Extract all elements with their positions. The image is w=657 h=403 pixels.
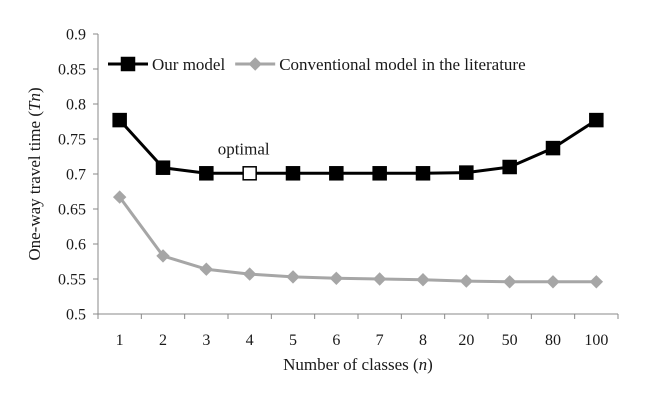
data-point [502,275,517,289]
x-axis-title: Number of classes (n) [283,355,433,374]
data-point [589,112,604,128]
data-point [242,267,257,281]
y-tick-label: 0.75 [58,132,86,149]
y-axis-title-prefix: One-way travel time ( [25,111,44,261]
y-axis-title-suffix: ) [25,87,44,93]
data-point [372,166,387,181]
y-axis-title-variable: Tn [25,93,44,111]
data-point [156,249,170,263]
y-axis: 0.5 0.55 0.6 0.65 0.7 0.75 0.8 0.85 0.9 [58,27,99,324]
x-axis-title-suffix: ) [427,355,433,374]
data-point [199,262,214,276]
y-tick-label: 0.65 [58,202,86,219]
data-point [329,166,344,181]
data-point [112,190,127,204]
data-point [459,274,474,288]
y-tick-label: 0.7 [66,167,86,184]
x-tick-label: 20 [458,332,474,349]
series-line [118,196,597,284]
y-axis-title: One-way travel time (Tn) [25,87,44,260]
data-point [502,159,517,175]
x-tick-label: 80 [545,332,561,349]
legend-label: Conventional model in the literature [279,55,525,74]
legend-marker [248,57,262,71]
y-tick-label: 0.9 [66,27,86,44]
x-axis: 1 2 3 4 5 6 7 8 20 50 80 100 [97,313,619,349]
data-point [199,166,214,181]
series-line [118,118,598,175]
x-tick-label: 7 [376,332,384,349]
legend-item: Our model [108,55,225,74]
data-point [329,271,344,286]
data-point [589,275,604,289]
data-point [459,165,474,180]
legend-item: Conventional model in the literature [235,55,526,74]
y-tick-label: 0.5 [66,307,86,324]
data-point [285,166,301,181]
x-axis-title-variable: n [419,355,428,374]
data-point [415,166,431,181]
data-point [112,112,127,128]
data-point [416,272,430,287]
y-tick-label: 0.85 [58,62,86,79]
x-tick-label: 2 [159,332,167,349]
data-point [155,160,171,175]
series-our-model [112,112,604,181]
x-tick-label: 4 [246,332,254,349]
x-tick-label: 100 [584,332,608,349]
legend-label: Our model [152,55,225,74]
x-tick-label: 3 [202,332,210,349]
data-point [286,270,300,284]
x-tick-label: 6 [332,332,340,349]
legend: Our model Conventional model in the liter… [108,55,526,74]
data-point [372,272,387,286]
data-point [545,140,561,156]
x-tick-label: 50 [502,332,518,349]
x-tick-label: 1 [116,332,124,349]
optimal-point-marker [242,166,257,181]
legend-marker [120,56,136,72]
series-layer [112,112,604,289]
y-tick-label: 0.55 [58,272,86,289]
x-tick-label: 5 [289,332,297,349]
x-tick-label: 8 [419,332,427,349]
y-tick-label: 0.6 [66,237,86,254]
y-tick-label: 0.8 [66,97,86,114]
series-conventional-model [112,190,604,289]
x-axis-title-prefix: Number of classes ( [283,355,419,374]
optimal-annotation: optimal [218,139,270,158]
data-point [546,275,560,289]
